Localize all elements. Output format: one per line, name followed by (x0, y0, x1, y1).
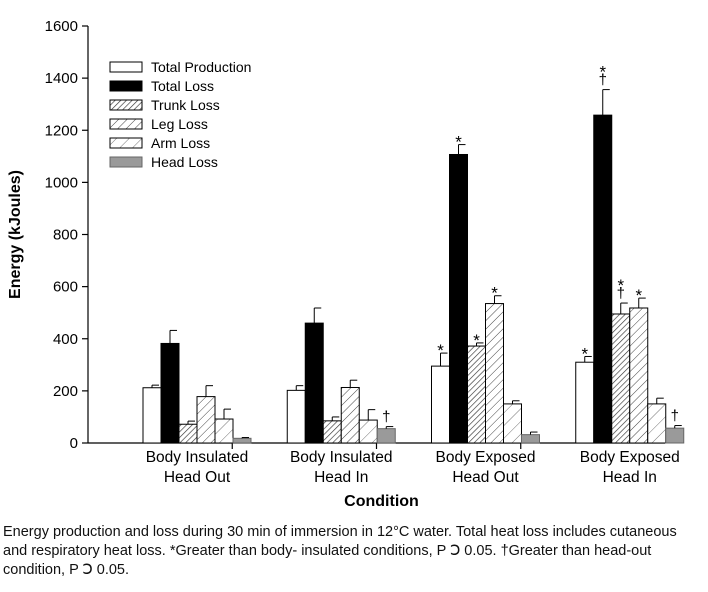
significance-marker: * (635, 286, 642, 305)
bar (160, 342, 180, 444)
bar (196, 396, 216, 444)
y-tick-label: 0 (70, 435, 78, 452)
category-label-line1: Body Exposed (580, 449, 680, 466)
legend-label: Head Loss (151, 154, 218, 170)
bar (647, 403, 667, 444)
figure-caption: Energy production and loss during 30 min… (3, 524, 677, 578)
energy-bar-chart: 0 200 400 600 800 1000 1200 1400 1600 Energy (kJo… (7, 18, 685, 510)
y-axis-label: Energy (kJoules) (7, 170, 24, 299)
legend-label: Total Loss (151, 78, 214, 94)
bar (593, 114, 613, 444)
y-tick-label: 800 (53, 227, 78, 244)
y-tick-label: 600 (53, 279, 78, 296)
bar (665, 427, 685, 444)
category-label-line2: Head Out (452, 469, 519, 486)
bar (304, 322, 324, 444)
category-label-line2: Head In (314, 469, 368, 486)
y-tick-label: 1600 (45, 18, 78, 35)
significance-marker: * (455, 133, 462, 152)
legend-swatch (109, 80, 143, 92)
legend-swatch (109, 156, 143, 168)
bar (629, 307, 649, 444)
significance-marker: * (437, 341, 444, 360)
significance-marker: * (581, 344, 588, 363)
significance-marker: † (382, 409, 390, 426)
legend-swatch (109, 61, 143, 73)
bar (485, 303, 504, 444)
significance-marker: * (491, 284, 498, 303)
legend-swatch (109, 99, 143, 111)
significance-marker: † (617, 285, 625, 302)
y-tick-label: 1200 (45, 122, 78, 139)
bar (449, 153, 468, 444)
legend-label: Leg Loss (151, 116, 208, 132)
bar (286, 389, 306, 444)
category-label-line2: Head Out (164, 469, 231, 486)
significance-marker: * (599, 63, 606, 82)
category-label-line1: Body Exposed (436, 449, 536, 466)
significance-marker: * (617, 276, 624, 295)
legend-swatch (109, 137, 143, 149)
bar (431, 365, 450, 444)
category-label-line2: Head In (603, 469, 657, 486)
significance-marker: † (599, 72, 607, 89)
bar (214, 418, 234, 444)
x-axis-label: Condition (344, 493, 419, 510)
bar (340, 386, 360, 444)
bar (575, 361, 595, 444)
legend-label: Trunk Loss (151, 97, 220, 113)
bar (142, 387, 162, 444)
bar (178, 423, 198, 444)
y-tick-label: 400 (53, 331, 78, 348)
bar (521, 434, 540, 444)
category-label-line1: Body Insulated (146, 449, 249, 466)
bar (322, 420, 342, 444)
y-tick-label: 1000 (45, 174, 78, 191)
legend-label: Total Production (151, 59, 251, 75)
significance-marker: * (473, 331, 480, 350)
category-label-line1: Body Insulated (290, 449, 393, 466)
bar (232, 437, 252, 444)
bar (376, 428, 396, 444)
y-tick-label: 1400 (45, 70, 78, 87)
bar (503, 403, 522, 444)
legend-swatch (109, 118, 143, 130)
bar (467, 345, 486, 444)
y-tick-label: 200 (53, 383, 78, 400)
legend-label: Arm Loss (151, 135, 210, 151)
bar (358, 419, 378, 444)
significance-marker: † (671, 408, 679, 425)
bar (611, 313, 631, 444)
